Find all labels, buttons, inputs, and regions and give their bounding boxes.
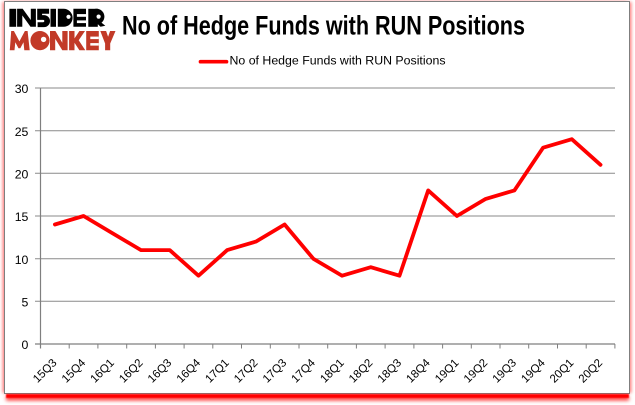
svg-text:17Q2: 17Q2 [232, 357, 260, 385]
svg-text:15: 15 [15, 210, 29, 224]
svg-text:10: 10 [15, 253, 29, 267]
svg-text:19Q4: 19Q4 [519, 357, 548, 386]
svg-text:16Q3: 16Q3 [146, 357, 174, 385]
svg-text:No of Hedge Funds with RUN Pos: No of Hedge Funds with RUN Positions [230, 56, 446, 68]
svg-text:30: 30 [15, 82, 29, 96]
svg-text:19Q1: 19Q1 [433, 357, 461, 385]
svg-text:15Q3: 15Q3 [31, 357, 59, 385]
svg-text:15Q4: 15Q4 [60, 357, 89, 386]
svg-text:5: 5 [22, 296, 29, 310]
svg-text:19Q2: 19Q2 [462, 357, 490, 385]
svg-text:20: 20 [15, 168, 29, 182]
svg-text:20Q1: 20Q1 [548, 357, 576, 385]
svg-text:19Q3: 19Q3 [491, 357, 519, 385]
svg-text:17Q1: 17Q1 [203, 357, 231, 385]
svg-text:No of Hedge Funds with RUN Pos: No of Hedge Funds with RUN Positions [122, 11, 525, 41]
svg-text:18Q1: 18Q1 [318, 357, 346, 385]
svg-text:18Q4: 18Q4 [404, 357, 433, 386]
svg-text:18Q3: 18Q3 [376, 357, 404, 385]
svg-text:17Q3: 17Q3 [261, 357, 289, 385]
svg-text:17Q4: 17Q4 [290, 357, 319, 386]
svg-text:18Q2: 18Q2 [347, 357, 375, 385]
svg-text:25: 25 [15, 125, 29, 139]
svg-text:16Q2: 16Q2 [117, 357, 145, 385]
svg-text:20Q2: 20Q2 [577, 357, 605, 385]
svg-text:16Q4: 16Q4 [175, 357, 204, 386]
svg-text:0: 0 [22, 338, 29, 352]
svg-text:16Q1: 16Q1 [89, 357, 117, 385]
